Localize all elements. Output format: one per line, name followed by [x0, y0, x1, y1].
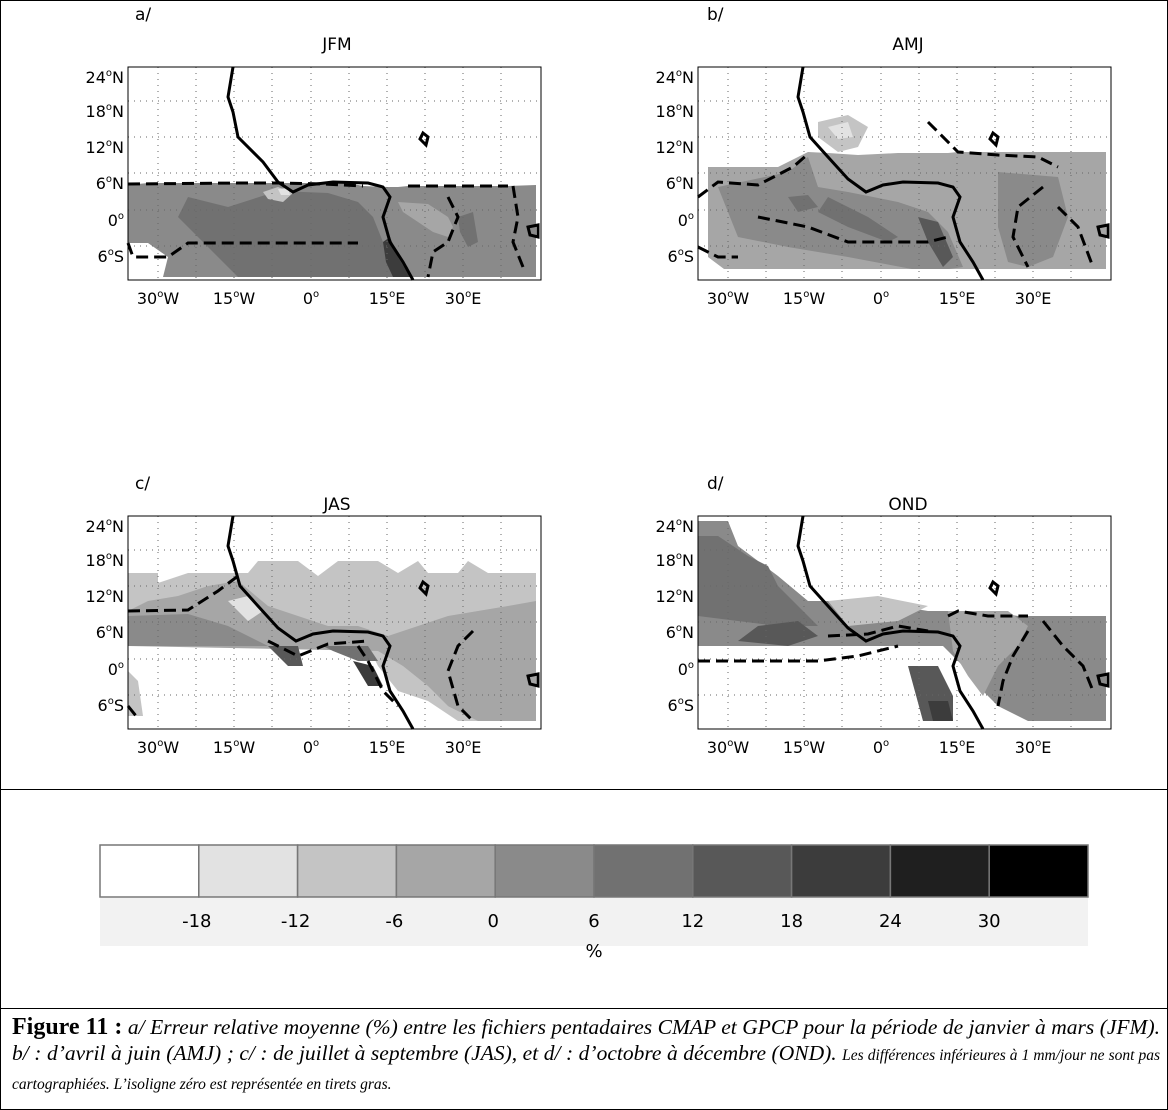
colorbar-swatch: [99, 844, 200, 898]
shaded-region: [383, 237, 410, 277]
shaded-region: [268, 646, 303, 666]
colorbar-unit: %: [585, 941, 602, 962]
shaded-region: [698, 269, 1111, 280]
shaded-region: [818, 197, 898, 242]
panel-c: c/ JAS: [0, 0, 584, 790]
colorbar-tick-label: 30: [978, 911, 1001, 932]
shaded-region: [918, 217, 953, 267]
error-field: [128, 561, 536, 721]
shaded-region: [458, 212, 478, 247]
shaded-region: [698, 521, 1106, 721]
coastline: [796, 66, 1110, 281]
zero-isoline: [697, 120, 1095, 268]
figure-caption: Figure 11 : a/ Erreur relative moyenne (…: [12, 1014, 1160, 1098]
shaded-region: [828, 122, 853, 139]
panel-b: b/ AMJ: [0, 0, 1168, 330]
colorbar-swatch: [889, 844, 990, 898]
colorbar-label-band: [100, 898, 1088, 946]
shaded-region: [323, 646, 378, 661]
map-jfm: [126, 66, 542, 281]
colorbar-swatch: [692, 844, 793, 898]
colorbar-swatch: [395, 844, 496, 898]
coastline: [226, 66, 540, 281]
unmapped-region: [128, 277, 541, 280]
panel-label: d/: [707, 474, 724, 494]
figure-separator: [0, 789, 1168, 790]
shaded-region: [738, 621, 818, 646]
panel-title: AMJ: [892, 35, 924, 55]
error-field: [128, 183, 541, 280]
coastline: [226, 515, 540, 730]
panel-title: JFM: [322, 35, 352, 55]
shaded-region: [928, 701, 953, 721]
error-field: [698, 115, 1111, 280]
shaded-region: [788, 195, 818, 212]
colorbar-tick-label: 6: [588, 911, 599, 932]
panel-label: b/: [707, 5, 724, 25]
colorbar-tick-label: 18: [780, 911, 803, 932]
shaded-region: [828, 596, 928, 626]
coastline: [796, 515, 1110, 730]
panel-label: a/: [135, 5, 152, 25]
colorbar-tick-label: -6: [385, 911, 403, 932]
caption-label: Figure 11 :: [12, 1014, 123, 1040]
panel-title: OND: [888, 495, 928, 515]
panel-d: d/ OND: [697, 474, 1112, 730]
colorbar-swatch: [790, 844, 892, 898]
caption-separator: [0, 1008, 1168, 1009]
shaded-region: [353, 661, 383, 686]
shaded-region: [128, 614, 268, 646]
colorbar-swatch: [988, 844, 1089, 898]
panel-label: c/: [135, 474, 151, 494]
colorbar-tick-label: 12: [681, 911, 704, 932]
colorbar-tick-label: -18: [182, 911, 211, 932]
caption-main: a/ Erreur relative moyenne (%) entre les…: [12, 1015, 1161, 1065]
shaded-region: [948, 611, 1028, 696]
colorbar-swatch: [198, 844, 299, 898]
shaded-region: [998, 172, 1068, 267]
zero-isoline: [698, 609, 1095, 707]
map-jas: [126, 515, 542, 730]
unmapped-region: [128, 257, 148, 277]
shaded-region: [128, 671, 143, 716]
shaded-region: [398, 202, 453, 237]
panel-a: a/ JFM: [0, 0, 584, 330]
zero-isoline: [126, 574, 475, 723]
map-ond: [697, 515, 1112, 730]
caption-note: Les différences inférieures à 1 mm/jour …: [12, 1047, 1160, 1093]
map-amj: [697, 66, 1112, 281]
shaded-region: [178, 191, 410, 277]
colorbar-swatch: [494, 844, 595, 898]
colorbar-tick-label: -12: [281, 911, 310, 932]
shaded-region: [128, 581, 536, 721]
colorbar-tick-label: 24: [879, 911, 902, 932]
colorbar-swatch: [593, 844, 694, 898]
colorbar-swatch: [296, 844, 398, 898]
colorbar-tick-label: 0: [487, 911, 498, 932]
panel-title: JAS: [323, 495, 351, 515]
